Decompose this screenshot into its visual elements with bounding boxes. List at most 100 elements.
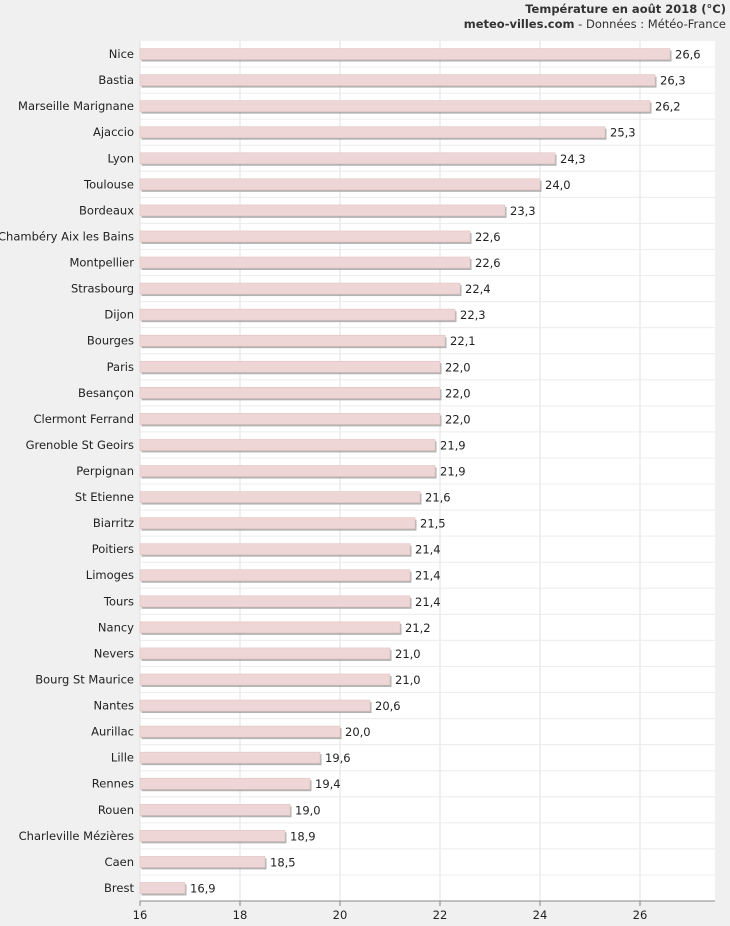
bar [139, 387, 441, 399]
value-label: 19,6 [325, 751, 351, 765]
bar [139, 647, 391, 660]
bar [139, 882, 186, 894]
value-label: 22,4 [465, 282, 491, 296]
bar [139, 725, 341, 738]
value-label: 19,0 [295, 803, 321, 817]
category-label: Poitiers [92, 542, 134, 556]
bar [139, 595, 411, 608]
bar [139, 569, 411, 582]
bar [139, 152, 556, 165]
value-label: 21,0 [395, 673, 421, 687]
value-label: 23,3 [510, 204, 536, 218]
category-label: Dijon [104, 308, 134, 322]
category-label: Aurillac [91, 725, 134, 739]
value-label: 20,6 [375, 699, 401, 713]
value-label: 19,4 [315, 777, 341, 791]
category-label: Caen [105, 855, 134, 869]
category-label: Lyon [108, 151, 134, 165]
value-label: 21,9 [440, 465, 466, 479]
x-tick-label: 20 [333, 908, 348, 922]
source-site: meteo-villes.com [463, 17, 575, 31]
chart-header: Température en août 2018 (°C) meteo-vill… [464, 2, 726, 32]
value-label: 21,4 [415, 543, 441, 557]
bars [139, 48, 672, 896]
x-tick-label: 26 [633, 908, 648, 922]
bar [139, 256, 471, 269]
x-tick-label: 18 [233, 908, 248, 922]
value-label: 22,0 [445, 386, 471, 400]
x-tick-label: 16 [133, 908, 148, 922]
value-label: 26,2 [655, 100, 681, 114]
category-label: St Etienne [75, 490, 134, 504]
category-label: Rennes [92, 777, 134, 791]
bar [139, 543, 411, 555]
category-label: Lille [111, 751, 134, 765]
bar [139, 282, 461, 295]
category-label: Ajaccio [93, 125, 134, 139]
value-label: 22,6 [475, 256, 501, 270]
category-label: Charleville Mézières [19, 829, 134, 843]
x-axis-ticks: 16 18 20 22 24 26 [133, 901, 648, 922]
bar [139, 230, 471, 243]
category-label: Paris [107, 360, 134, 374]
category-label: Clermont Ferrand [34, 412, 134, 426]
bar [139, 777, 311, 790]
category-label: Chambéry Aix les Bains [0, 229, 134, 243]
bar [139, 465, 436, 477]
bar [139, 334, 446, 347]
value-label: 21,6 [425, 491, 451, 505]
value-label: 24,0 [545, 178, 571, 192]
bar [139, 204, 506, 217]
bar [139, 699, 371, 712]
value-label: 21,4 [415, 569, 441, 583]
category-label: Marseille Marignane [18, 99, 134, 113]
value-label: 22,0 [445, 360, 471, 374]
category-label: Strasbourg [71, 282, 134, 296]
category-label: Nice [109, 47, 134, 61]
bar [139, 856, 266, 868]
bar [139, 673, 391, 686]
value-label: 21,0 [395, 647, 421, 661]
bar [139, 178, 541, 191]
value-label: 22,6 [475, 230, 501, 244]
category-label: Bordeaux [79, 203, 134, 217]
category-label: Bourg St Maurice [35, 672, 134, 686]
value-label: 20,0 [345, 725, 371, 739]
source-credit: - Données : Météo-France [574, 17, 726, 31]
category-label: Grenoble St Geoirs [26, 438, 134, 452]
category-label: Bastia [98, 73, 134, 87]
bar [139, 48, 671, 60]
category-label: Brest [104, 881, 134, 895]
value-label: 22,3 [460, 308, 486, 322]
category-label: Biarritz [93, 516, 134, 530]
bar [139, 100, 651, 112]
category-label: Toulouse [83, 177, 134, 191]
value-label: 25,3 [610, 126, 636, 140]
value-label: 18,9 [290, 829, 316, 843]
value-label: 22,1 [450, 334, 476, 348]
category-label: Bourges [87, 334, 134, 348]
bar [139, 491, 421, 503]
category-label: Nevers [94, 646, 134, 660]
bar [139, 74, 656, 86]
bar [139, 803, 291, 816]
value-labels: 26,6 26,3 26,2 25,3 24,3 24,0 23,3 22,6 22,6 22,4… [190, 48, 701, 896]
bar [139, 830, 286, 842]
bar [139, 439, 436, 451]
source-line: meteo-villes.com - Données : Météo-Franc… [464, 17, 726, 31]
value-label: 24,3 [560, 152, 586, 166]
value-label: 18,5 [270, 855, 296, 869]
bar [139, 413, 441, 425]
value-label: 21,2 [405, 621, 431, 635]
category-label: Besançon [78, 386, 134, 400]
bar [139, 360, 441, 373]
value-label: 21,4 [415, 595, 441, 609]
value-label: 21,9 [440, 438, 466, 452]
category-label: Rouen [98, 803, 134, 817]
category-label: Tours [103, 594, 134, 608]
chart-title: Température en août 2018 (°C) [525, 2, 726, 16]
bar [139, 621, 401, 634]
category-label: Nantes [93, 699, 134, 713]
category-label: Perpignan [76, 464, 134, 478]
